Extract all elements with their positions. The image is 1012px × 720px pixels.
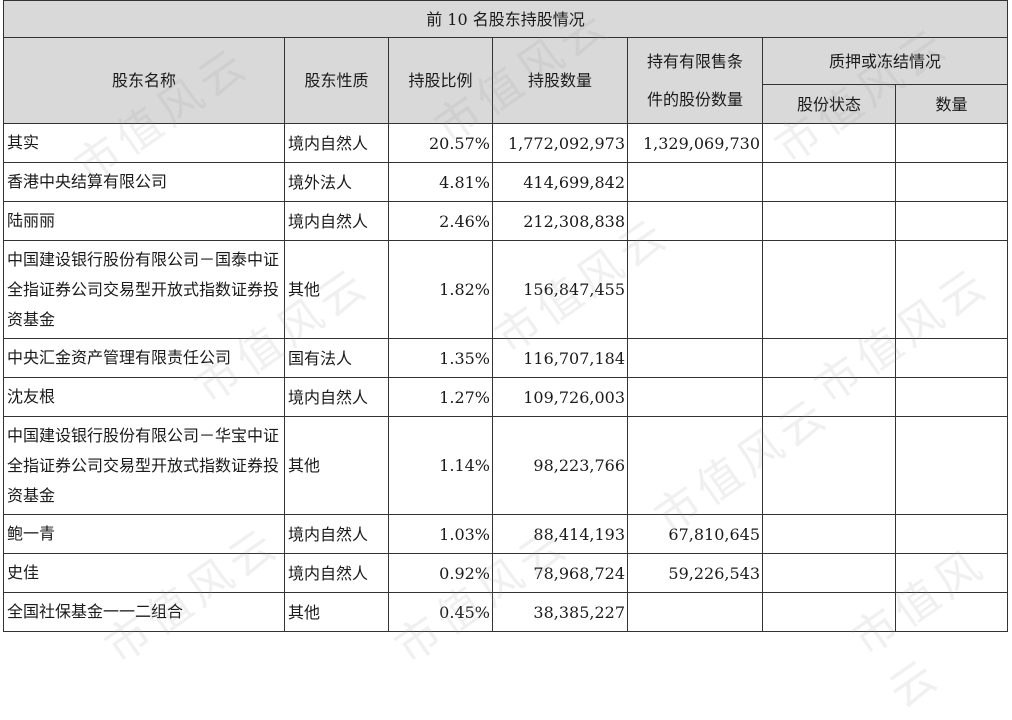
cell-ratio: 1.14% [388,416,493,515]
cell-nature: 境内自然人 [284,514,389,554]
header-ratio: 持股比例 [388,37,493,124]
cell-pledge-count [895,377,1008,417]
cell-restricted: 1,329,069,730 [627,123,763,163]
cell-pledge-count [895,162,1008,202]
cell-pledge-status [762,416,896,515]
table-body: 其实 境内自然人 20.57% 1,772,092,973 1,329,069,730 香… [3,123,1008,632]
cell-ratio: 1.35% [388,338,493,378]
table-row: 全国社保基金一一二组合 其他 0.45% 38,385,227 [3,592,1008,632]
cell-restricted [627,592,763,632]
cell-count: 116,707,184 [492,338,628,378]
cell-pledge-count [895,338,1008,378]
cell-count: 1,772,092,973 [492,123,628,163]
cell-ratio: 0.45% [388,592,493,632]
cell-pledge-count [895,592,1008,632]
cell-pledge-status [762,123,896,163]
cell-restricted: 67,810,645 [627,514,763,554]
header-count: 持股数量 [492,37,628,124]
header-restricted-line2: 件的股份数量 [646,89,743,109]
cell-restricted [627,416,763,515]
table-row: 其实 境内自然人 20.57% 1,772,092,973 1,329,069,730 [3,123,1008,163]
cell-count: 98,223,766 [492,416,628,515]
cell-name: 鲍一青 [3,514,285,554]
cell-restricted [627,201,763,241]
header-name: 股东名称 [3,37,285,124]
cell-pledge-count [895,553,1008,593]
cell-name: 中央汇金资产管理有限责任公司 [3,338,285,378]
cell-restricted: 59,226,543 [627,553,763,593]
cell-ratio: 0.92% [388,553,493,593]
cell-name: 中国建设银行股份有限公司－国泰中证全指证券公司交易型开放式指数证券投资基金 [3,240,285,339]
cell-nature: 其他 [284,416,389,515]
cell-count: 78,968,724 [492,553,628,593]
cell-restricted [627,338,763,378]
cell-name: 香港中央结算有限公司 [3,162,285,202]
cell-name: 陆丽丽 [3,201,285,241]
table-row: 香港中央结算有限公司 境外法人 4.81% 414,699,842 [3,162,1008,202]
cell-count: 156,847,455 [492,240,628,339]
cell-nature: 国有法人 [284,338,389,378]
table-row: 中国建设银行股份有限公司－国泰中证全指证券公司交易型开放式指数证券投资基金 其他 1… [3,240,1008,339]
cell-restricted [627,240,763,339]
cell-count: 414,699,842 [492,162,628,202]
table-row: 陆丽丽 境内自然人 2.46% 212,308,838 [3,201,1008,241]
cell-nature: 境内自然人 [284,377,389,417]
cell-pledge-count [895,514,1008,554]
cell-pledge-status [762,377,896,417]
cell-count: 109,726,003 [492,377,628,417]
cell-pledge-status [762,201,896,241]
table-row: 鲍一青 境内自然人 1.03% 88,414,193 67,810,645 [3,514,1008,554]
cell-ratio: 1.27% [388,377,493,417]
cell-nature: 境内自然人 [284,201,389,241]
header-pledge-group: 质押或冻结情况 [762,37,1008,85]
table-row: 中国建设银行股份有限公司－华宝中证全指证券公司交易型开放式指数证券投资基金 其他 1… [3,416,1008,515]
header-restricted-line1: 持有有限售条 [646,51,743,71]
cell-pledge-count [895,240,1008,339]
header-pledge-status: 股份状态 [762,84,896,124]
table-row: 中央汇金资产管理有限责任公司 国有法人 1.35% 116,707,184 [3,338,1008,378]
shareholder-table: 前 10 名股东持股情况 股东名称 股东性质 持股比例 持股数量 持有有限售条 … [3,0,1008,632]
cell-pledge-status [762,240,896,339]
cell-name: 沈友根 [3,377,285,417]
cell-count: 88,414,193 [492,514,628,554]
table-row: 沈友根 境内自然人 1.27% 109,726,003 [3,377,1008,417]
cell-nature: 境内自然人 [284,553,389,593]
header-pledge-count: 数量 [895,84,1008,124]
cell-ratio: 1.03% [388,514,493,554]
cell-restricted [627,377,763,417]
cell-name: 中国建设银行股份有限公司－华宝中证全指证券公司交易型开放式指数证券投资基金 [3,416,285,515]
cell-pledge-status [762,592,896,632]
cell-pledge-count [895,416,1008,515]
cell-pledge-count [895,123,1008,163]
cell-name: 史佳 [3,553,285,593]
table-title: 前 10 名股东持股情况 [3,0,1008,38]
header-restricted: 持有有限售条 件的股份数量 [627,37,763,124]
cell-ratio: 20.57% [388,123,493,163]
cell-name: 其实 [3,123,285,163]
cell-nature: 境内自然人 [284,123,389,163]
cell-nature: 其他 [284,592,389,632]
cell-nature: 其他 [284,240,389,339]
header-nature: 股东性质 [284,37,389,124]
cell-pledge-status [762,338,896,378]
cell-nature: 境外法人 [284,162,389,202]
cell-pledge-status [762,553,896,593]
cell-ratio: 1.82% [388,240,493,339]
table-row: 史佳 境内自然人 0.92% 78,968,724 59,226,543 [3,553,1008,593]
cell-name: 全国社保基金一一二组合 [3,592,285,632]
cell-ratio: 2.46% [388,201,493,241]
cell-restricted [627,162,763,202]
cell-pledge-count [895,201,1008,241]
cell-pledge-status [762,514,896,554]
cell-count: 38,385,227 [492,592,628,632]
cell-ratio: 4.81% [388,162,493,202]
cell-pledge-status [762,162,896,202]
cell-count: 212,308,838 [492,201,628,241]
